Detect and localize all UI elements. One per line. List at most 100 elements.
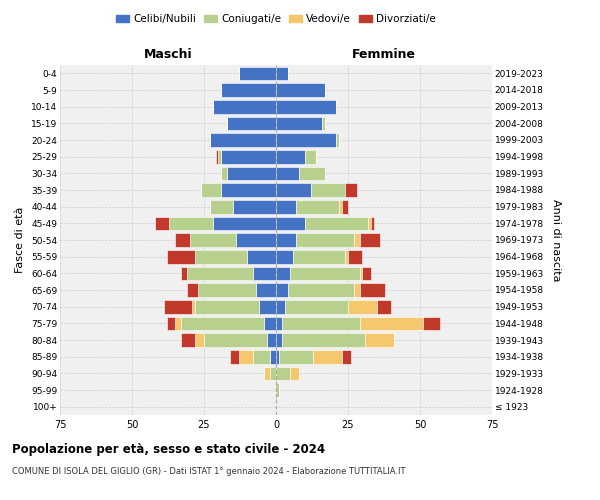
Bar (276, 366, 290, 380)
Bar (276, 266, 290, 280)
Bar (265, 316, 276, 330)
Bar (345, 250, 348, 264)
Bar (253, 266, 276, 280)
Bar (276, 183, 311, 197)
Bar (313, 350, 342, 364)
Bar (276, 150, 305, 164)
Bar (181, 316, 265, 330)
Bar (340, 200, 342, 213)
Bar (236, 233, 276, 247)
Bar (268, 333, 276, 347)
Bar (276, 333, 282, 347)
Bar (276, 300, 284, 314)
Bar (305, 216, 368, 230)
Bar (175, 233, 190, 247)
Bar (221, 83, 276, 97)
Bar (167, 250, 196, 264)
Bar (362, 266, 371, 280)
Bar (227, 116, 276, 130)
Bar (337, 133, 340, 147)
Bar (276, 383, 279, 397)
Bar (265, 366, 270, 380)
Bar (155, 216, 169, 230)
Bar (305, 150, 316, 164)
Bar (322, 116, 325, 130)
Bar (187, 283, 198, 297)
Bar (359, 283, 385, 297)
Bar (276, 283, 287, 297)
Bar (359, 266, 362, 280)
Bar (201, 183, 221, 197)
Bar (190, 233, 236, 247)
Bar (365, 333, 394, 347)
Bar (259, 300, 276, 314)
Bar (293, 250, 345, 264)
Bar (423, 316, 440, 330)
Bar (196, 250, 247, 264)
Bar (371, 216, 374, 230)
Bar (230, 350, 239, 364)
Bar (276, 116, 322, 130)
Bar (256, 283, 276, 297)
Bar (187, 266, 253, 280)
Bar (284, 300, 348, 314)
Bar (299, 166, 325, 180)
Bar (359, 233, 380, 247)
Bar (296, 233, 354, 247)
Text: Popolazione per età, sesso e stato civile - 2024: Popolazione per età, sesso e stato civil… (12, 442, 325, 456)
Bar (253, 350, 270, 364)
Bar (282, 333, 365, 347)
Text: Maschi: Maschi (143, 48, 193, 62)
Bar (239, 66, 276, 80)
Bar (342, 200, 348, 213)
Bar (276, 350, 279, 364)
Bar (290, 366, 299, 380)
Bar (354, 283, 359, 297)
Bar (193, 300, 196, 314)
Y-axis label: Anni di nascita: Anni di nascita (551, 198, 560, 281)
Bar (368, 216, 371, 230)
Bar (164, 300, 193, 314)
Bar (311, 183, 345, 197)
Bar (377, 300, 391, 314)
Bar (169, 216, 212, 230)
Bar (227, 166, 276, 180)
Bar (212, 216, 276, 230)
Bar (196, 333, 204, 347)
Bar (221, 166, 227, 180)
Bar (276, 66, 287, 80)
Bar (215, 150, 218, 164)
Bar (276, 233, 296, 247)
Text: Femmine: Femmine (352, 48, 416, 62)
Bar (247, 250, 276, 264)
Bar (296, 200, 340, 213)
Bar (279, 350, 313, 364)
Bar (276, 250, 293, 264)
Bar (276, 216, 305, 230)
Bar (210, 200, 233, 213)
Bar (175, 316, 181, 330)
Y-axis label: Fasce di età: Fasce di età (16, 207, 25, 273)
Bar (345, 183, 356, 197)
Bar (287, 283, 354, 297)
Bar (212, 100, 276, 114)
Bar (276, 316, 282, 330)
Bar (167, 316, 175, 330)
Bar (354, 233, 359, 247)
Legend: Celibi/Nubili, Coniugati/e, Vedovi/e, Divorziati/e: Celibi/Nubili, Coniugati/e, Vedovi/e, Di… (112, 10, 440, 29)
Bar (218, 150, 221, 164)
Bar (276, 166, 299, 180)
Bar (270, 350, 276, 364)
Bar (221, 183, 276, 197)
Bar (181, 333, 196, 347)
Bar (210, 133, 276, 147)
Bar (221, 150, 276, 164)
Bar (270, 366, 276, 380)
Text: COMUNE DI ISOLA DEL GIGLIO (GR) - Dati ISTAT 1° gennaio 2024 - Elaborazione TUTT: COMUNE DI ISOLA DEL GIGLIO (GR) - Dati I… (12, 468, 406, 476)
Bar (198, 283, 256, 297)
Bar (239, 350, 253, 364)
Bar (181, 266, 187, 280)
Bar (233, 200, 276, 213)
Bar (348, 300, 377, 314)
Bar (204, 333, 268, 347)
